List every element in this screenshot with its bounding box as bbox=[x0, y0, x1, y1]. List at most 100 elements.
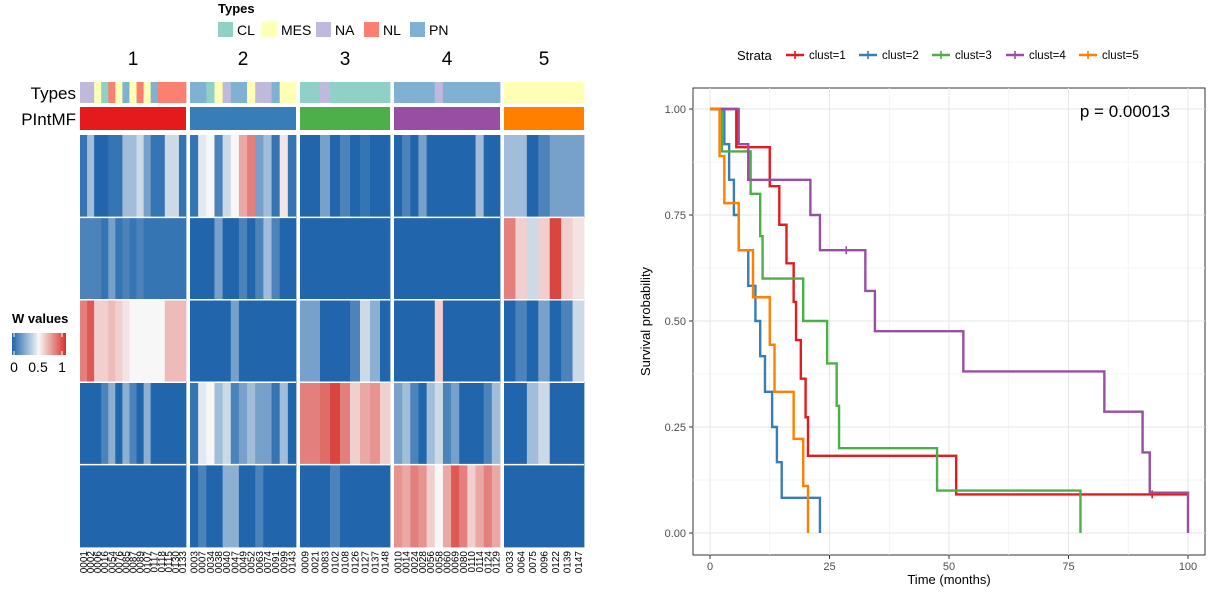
heatmap-cell bbox=[271, 299, 281, 383]
color-legend-tick-label: 1 bbox=[58, 359, 66, 375]
types-annotation-cell bbox=[475, 82, 485, 103]
heatmap-cell bbox=[171, 464, 180, 548]
heatmap-cell bbox=[164, 217, 173, 301]
types-annotation-cell bbox=[94, 82, 102, 103]
types-annotation-cell bbox=[255, 82, 264, 103]
heatmap-cell bbox=[426, 135, 436, 218]
heatmap-cell bbox=[263, 135, 272, 218]
heatmap-cell bbox=[475, 135, 485, 218]
heatmap-cell bbox=[108, 217, 116, 301]
heatmap-cell bbox=[287, 217, 297, 301]
sample-label: 0114 bbox=[475, 551, 486, 573]
types-annotation-cell bbox=[230, 82, 240, 103]
heatmap-cell bbox=[115, 217, 123, 301]
types-annotation-cell bbox=[157, 82, 166, 103]
heatmap-cell bbox=[255, 464, 264, 548]
types-annotation-cell bbox=[122, 82, 130, 103]
heatmap-cell bbox=[561, 299, 573, 383]
heatmap-cell bbox=[129, 464, 137, 548]
heatmap-cell bbox=[310, 135, 321, 218]
heatmap-cell bbox=[157, 382, 166, 465]
heatmap-cell bbox=[370, 217, 381, 301]
heatmap-cell bbox=[247, 135, 256, 218]
heatmap-cell bbox=[549, 464, 562, 548]
heatmap-cell bbox=[271, 135, 281, 218]
heatmap-cell bbox=[136, 299, 144, 383]
heatmap-cell bbox=[504, 217, 516, 301]
heatmap-cell bbox=[164, 135, 173, 218]
heatmap-cell bbox=[263, 382, 272, 465]
heatmap-cell bbox=[136, 217, 144, 301]
row-label-types: Types bbox=[31, 84, 76, 103]
heatmap-cell bbox=[122, 464, 130, 548]
heatmap-cell bbox=[370, 299, 381, 383]
heatmap-cell bbox=[504, 135, 516, 218]
sample-label: 0148 bbox=[381, 551, 392, 574]
heatmap-cell bbox=[418, 135, 428, 218]
types-annotation-cell bbox=[410, 82, 419, 103]
heatmap-cell bbox=[410, 464, 419, 548]
heatmap-cell bbox=[549, 135, 562, 218]
survival-curve bbox=[710, 107, 810, 533]
heatmap-cell bbox=[402, 135, 411, 218]
heatmap-cell bbox=[434, 135, 444, 218]
heatmap-cell bbox=[300, 135, 311, 218]
heatmap-cell bbox=[287, 464, 297, 548]
sample-label: 0021 bbox=[311, 551, 322, 574]
heatmap-cell bbox=[222, 135, 232, 218]
heatmap-cell bbox=[340, 382, 351, 465]
heatmap-cell bbox=[157, 464, 166, 548]
heatmap-cell bbox=[370, 135, 381, 218]
heatmap-cell bbox=[238, 464, 248, 548]
heatmap-cell bbox=[538, 135, 551, 218]
heatmap-cell bbox=[572, 299, 585, 383]
heatmap-cell bbox=[310, 382, 321, 465]
heatmap-cell bbox=[255, 382, 264, 465]
heatmap-cell bbox=[108, 464, 116, 548]
heatmap-cell bbox=[115, 135, 123, 218]
heatmap-cell bbox=[178, 299, 187, 383]
strata-legend-label: clust=1 bbox=[809, 50, 846, 62]
heatmap-cell bbox=[190, 464, 199, 548]
heatmap-cell bbox=[426, 299, 436, 383]
heatmap-cell bbox=[198, 464, 207, 548]
heatmap-cell bbox=[206, 299, 215, 383]
heatmap-cell bbox=[108, 382, 116, 465]
color-legend-tick-label: 0.5 bbox=[28, 359, 48, 375]
heatmap-cell bbox=[451, 464, 460, 548]
sample-label: 0063 bbox=[255, 551, 266, 574]
sample-label: 0127 bbox=[361, 551, 372, 574]
types-legend-swatch bbox=[262, 22, 277, 37]
y-axis-title: Survival probability bbox=[638, 266, 653, 376]
heatmap-cell bbox=[136, 464, 144, 548]
heatmap-cell bbox=[108, 135, 116, 218]
heatmap-cell bbox=[434, 382, 444, 465]
sample-label: 0028 bbox=[418, 551, 429, 574]
sample-label: 0060 bbox=[443, 551, 454, 574]
types-annotation-cell bbox=[483, 82, 493, 103]
types-annotation-cell bbox=[108, 82, 116, 103]
sample-label: 0122 bbox=[551, 551, 562, 574]
heatmap-cell bbox=[255, 299, 264, 383]
types-annotation-cell bbox=[150, 82, 159, 103]
heatmap-cell bbox=[136, 382, 144, 465]
sample-label: 0115 bbox=[164, 551, 175, 573]
sample-label: 0069 bbox=[451, 551, 462, 574]
heatmap-cell bbox=[526, 217, 539, 301]
heatmap-cell bbox=[526, 135, 539, 218]
sample-label: 0038 bbox=[214, 551, 225, 574]
cluster-label: 3 bbox=[340, 49, 351, 70]
types-annotation-cell bbox=[80, 82, 88, 103]
heatmap-cell bbox=[157, 217, 166, 301]
heatmap-cell bbox=[561, 135, 573, 218]
heatmap-cell bbox=[380, 382, 391, 465]
heatmap-cell bbox=[214, 382, 224, 465]
types-annotation-cell bbox=[115, 82, 123, 103]
heatmap-cell bbox=[434, 217, 444, 301]
cluster-label: 5 bbox=[539, 49, 550, 70]
types-annotation-cell bbox=[526, 82, 539, 103]
sample-label: 0099 bbox=[279, 551, 290, 574]
heatmap-cell bbox=[483, 382, 493, 465]
heatmap-cell bbox=[350, 464, 361, 548]
types-annotation-cell bbox=[394, 82, 403, 103]
